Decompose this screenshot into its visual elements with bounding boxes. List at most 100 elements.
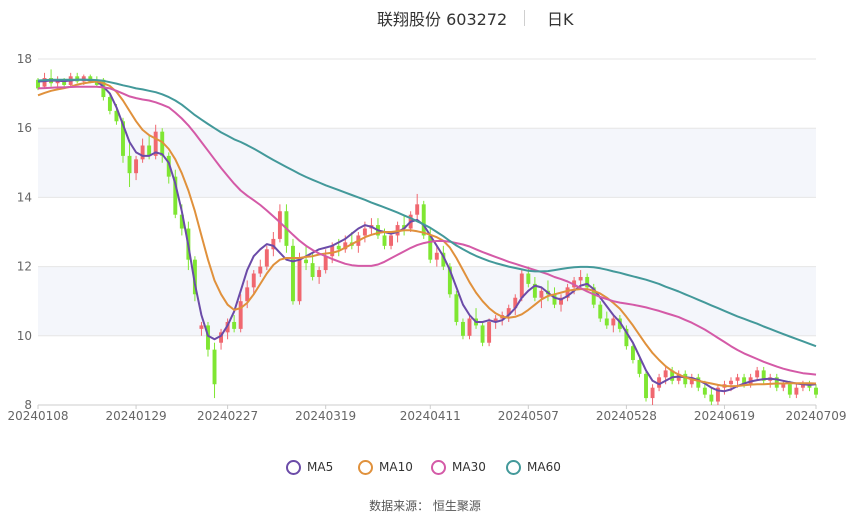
candle-body [591,287,596,305]
candle-body [382,235,387,246]
candle-body [389,235,394,246]
candle-body [258,266,263,274]
y-tick-label: 8 [24,398,32,412]
candle-body [140,145,145,160]
candle-body [604,318,609,326]
series-line-ma5 [37,78,817,393]
candle-body [794,387,799,395]
candle-body [192,259,197,295]
x-tick-label: 20240108 [7,409,68,423]
candle-body [147,145,152,156]
legend-marker-ma60 [506,459,521,475]
legend-item-ma60[interactable]: MA60 [506,457,561,477]
candle-body [670,370,675,381]
candle-body [729,380,733,385]
candle-body [781,384,786,388]
candle-body [506,308,511,316]
candle-body [559,297,563,305]
y-tick-label: 12 [17,260,32,274]
candle-body [317,270,322,277]
candle-body [199,325,204,329]
legend-label-ma10: MA10 [379,460,413,474]
candle-body [94,81,99,85]
x-tick-label: 20240319 [295,409,356,423]
candle-body [761,370,766,381]
candle-body [493,318,498,322]
candle-body [343,242,348,250]
x-tick-label: 20240619 [694,409,755,423]
candle-body [715,387,720,402]
candle-body [630,346,635,361]
candle-body [238,301,243,329]
candle-body [206,325,210,350]
candle-body [153,131,158,156]
candle-body [644,373,648,399]
candle-body [277,211,282,239]
candle-body [487,321,492,343]
candle-body [598,304,603,319]
candle-body [114,110,119,122]
candle-body [402,225,407,229]
candle-body [702,387,707,395]
y-tick-label: 10 [17,329,32,343]
candle-body [212,349,217,385]
candle-body [107,97,112,111]
candle-body [36,79,40,89]
legend-item-ma5[interactable]: MA5 [286,457,333,477]
candle-body [735,377,740,381]
x-tick-label: 20240227 [197,409,258,423]
candle-body [454,294,459,322]
candle-body [624,328,629,347]
candle-body [55,81,60,84]
title-separator [524,10,525,26]
legend-item-ma30[interactable]: MA30 [431,457,486,477]
chart-title: 联翔股份 603272 [377,10,508,29]
candle-body [709,394,714,402]
legend-label-ma5: MA5 [307,460,334,474]
candle-body [467,318,472,336]
candle-body [657,377,662,388]
candle-body [310,263,315,277]
candle-body [637,360,642,374]
legend-item-ma10[interactable]: MA10 [358,457,413,477]
candle-body [552,294,557,305]
candle-body [336,245,341,250]
legend-marker-ma30 [431,459,446,475]
candle-body [585,276,590,288]
candle-body [611,318,616,326]
candle-body [539,290,544,298]
candle-body [814,387,818,395]
series-line-ma60 [37,78,817,348]
candle-body [271,238,276,250]
legend: MA5 MA10 MA30 MA60 [0,457,850,477]
candle-body [264,249,269,267]
grid-band [38,266,816,336]
x-tick-label: 20240411 [400,409,461,423]
candle-body [650,387,655,399]
candle-body [519,273,524,298]
candle-body [565,287,570,298]
series-line-ma10 [37,80,817,388]
candle-body [173,176,178,215]
candle-body [330,245,335,257]
candle-body [428,235,433,260]
legend-marker-ma5 [286,459,301,475]
x-tick-label: 20240507 [498,409,559,423]
legend-label-ma30: MA30 [452,460,486,474]
candle-body [526,273,531,284]
candle-body [297,259,302,302]
candle-body [683,373,688,385]
candle-body [434,252,439,260]
legend-marker-ma10 [358,459,373,475]
candle-body [304,259,309,264]
candle-body [291,245,295,302]
candle-body [251,273,256,288]
x-tick-label: 20240528 [596,409,657,423]
legend-label-ma60: MA60 [527,460,561,474]
chart-period: 日K [547,10,574,29]
candle-body [480,325,485,343]
candle-body [742,377,747,385]
candle-body [160,131,165,156]
chart-header: 联翔股份 603272 日K [0,4,850,30]
